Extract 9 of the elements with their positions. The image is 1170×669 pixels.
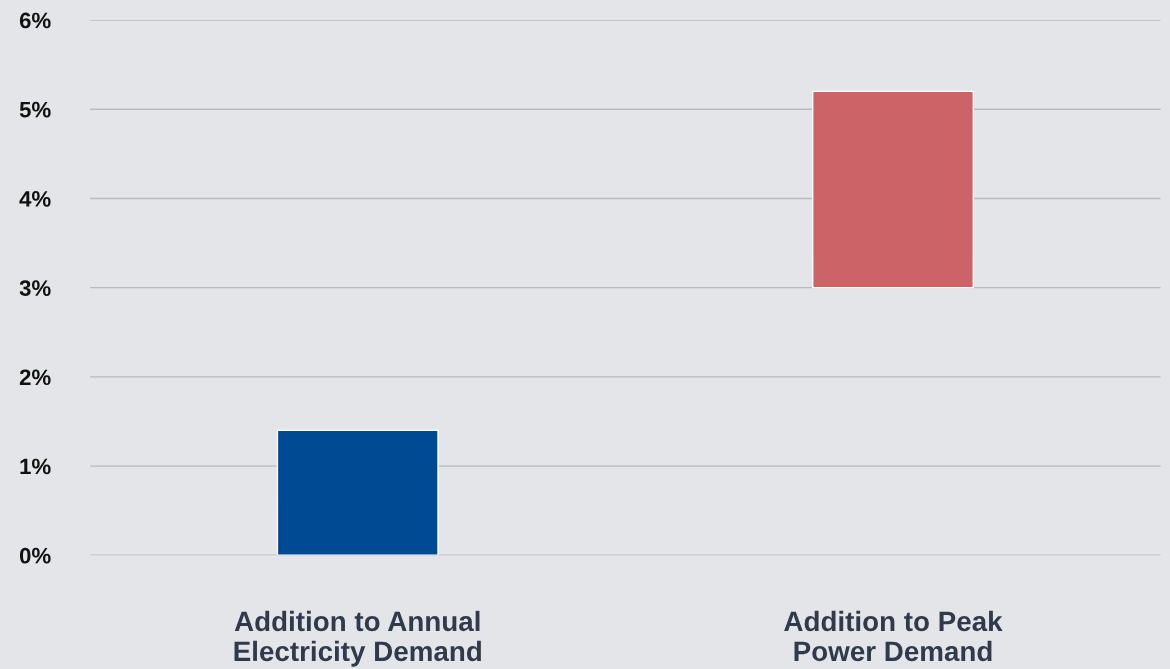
y-tick-label: 6% (19, 12, 51, 29)
y-tick-label: 3% (19, 280, 51, 296)
y-tick-label: 2% (19, 369, 51, 386)
x-tick-label: Addition to Annual Electricity Demand (234, 610, 481, 667)
y-tick-label: 4% (19, 191, 51, 207)
y-tick-label: 0% (19, 547, 51, 564)
x-tick-label: Addition to Peak Power Demand (784, 610, 1003, 662)
y-tick-label: 5% (19, 101, 51, 118)
y-tick-label: 1% (20, 458, 51, 475)
